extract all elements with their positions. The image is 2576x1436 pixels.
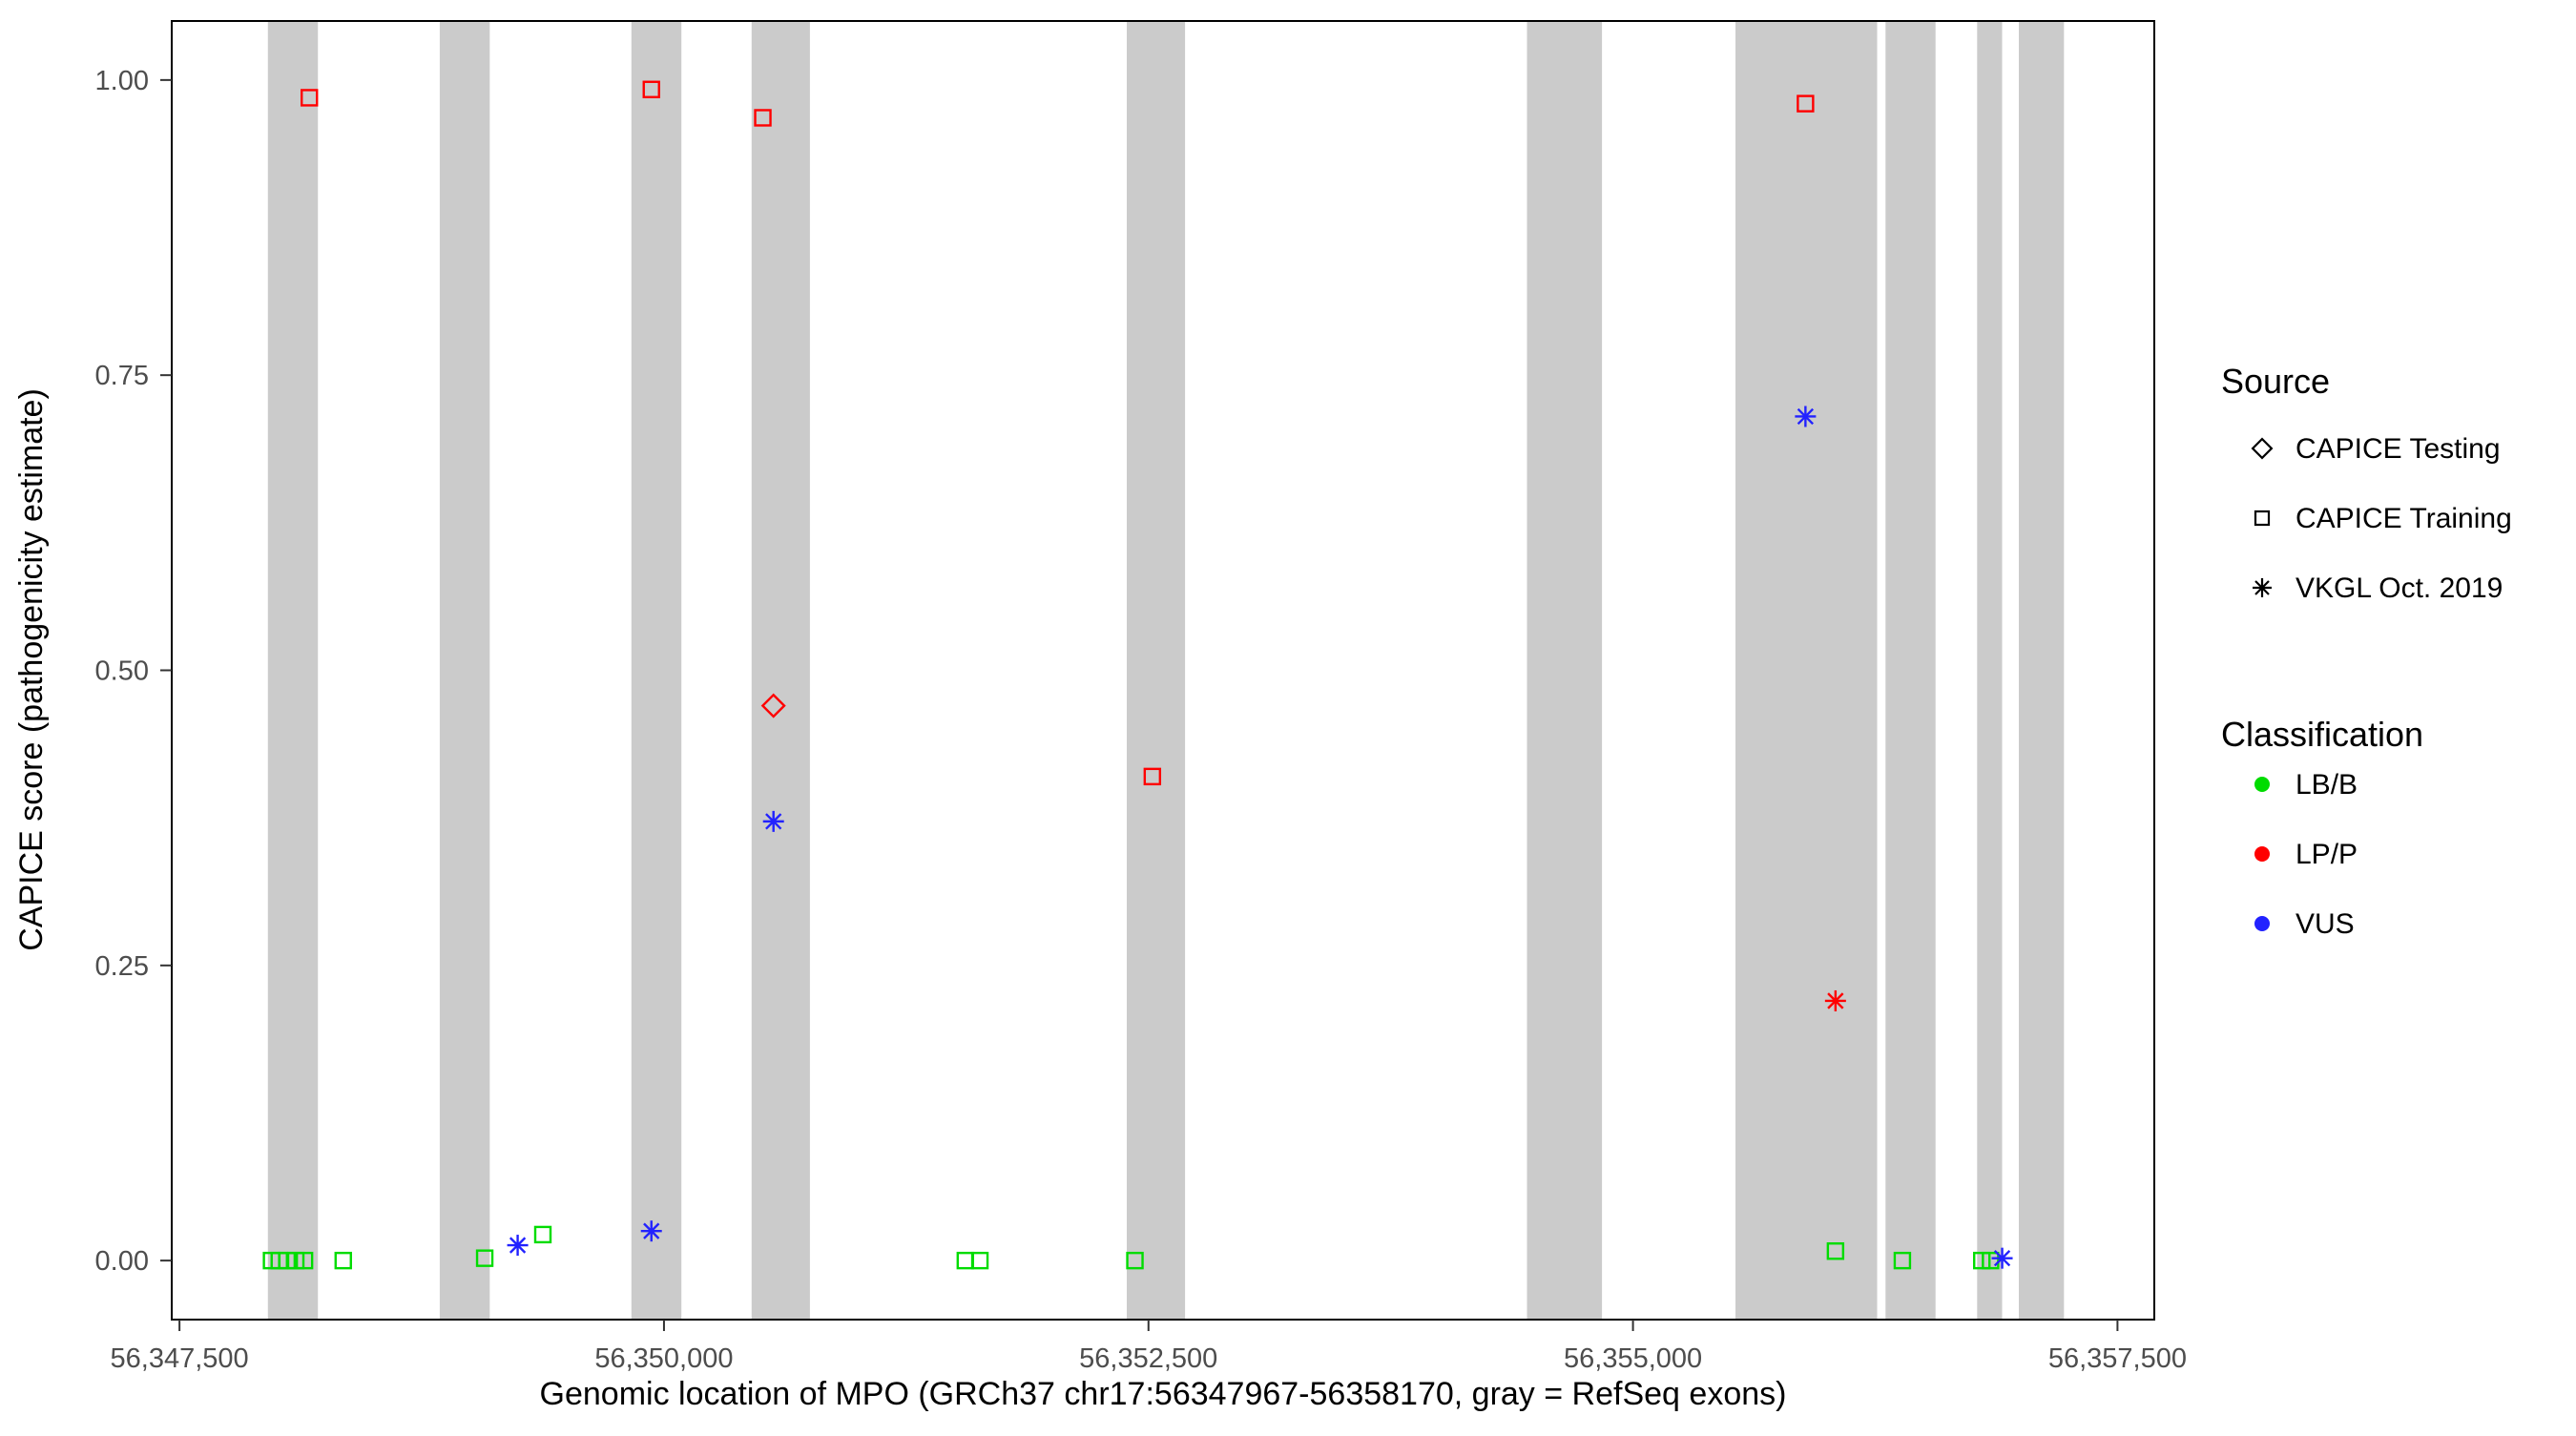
data-point-square: [1797, 94, 1815, 113]
data-point-square: [642, 80, 660, 98]
data-point-asterisk: [1991, 1247, 2013, 1269]
green-dot-icon: [2254, 777, 2270, 792]
data-point-square: [301, 89, 319, 107]
legend-item-label: VKGL Oct. 2019: [2296, 572, 2503, 604]
y-tick-label: 0.25: [95, 951, 149, 982]
x-axis-title: Genomic location of MPO (GRCh37 chr17:56…: [540, 1376, 1787, 1412]
data-point-square: [475, 1249, 494, 1267]
axis-layer: 56,347,500 56,350,000 56,352,500 56,355,000…: [95, 66, 2187, 1374]
refseq-exon-band: [1885, 21, 1936, 1320]
legend-item-lbb: LB/B: [2254, 769, 2358, 801]
data-point-square: [1826, 1242, 1845, 1260]
data-point-square: [1893, 1251, 1912, 1270]
blue-dot-icon: [2254, 916, 2270, 931]
square-icon: [2254, 510, 2271, 527]
y-tick-label: 1.00: [95, 66, 149, 96]
data-point-square: [533, 1225, 552, 1244]
x-tick-label: 56,357,500: [2048, 1343, 2187, 1374]
diamond-icon: [2251, 437, 2274, 460]
data-point-square: [334, 1251, 352, 1270]
legend-source-title: Source: [2221, 362, 2330, 401]
data-point-square: [970, 1251, 989, 1270]
legend-item-label: LB/B: [2296, 769, 2358, 801]
points-layer: [262, 80, 2013, 1270]
data-point-diamond: [760, 693, 786, 718]
legend-item-vus: VUS: [2254, 908, 2355, 940]
asterisk-icon: [2253, 578, 2272, 597]
legend-item-capice-testing: CAPICE Testing: [2251, 433, 2501, 465]
legend: Source CAPICE Testing CAPICE Training: [2221, 362, 2512, 940]
y-axis-title: CAPICE score (pathogenicity estimate): [13, 388, 50, 951]
data-point-square: [1126, 1251, 1144, 1270]
legend-item-capice-training: CAPICE Training: [2254, 503, 2512, 534]
legend-item-vkgl: VKGL Oct. 2019: [2253, 572, 2503, 604]
y-tick-label: 0.75: [95, 361, 149, 391]
refseq-exon-band: [1127, 21, 1186, 1320]
data-point-square: [754, 109, 772, 127]
data-point-asterisk: [762, 810, 784, 832]
refseq-exon-band: [2019, 21, 2065, 1320]
data-point-square: [295, 1251, 314, 1270]
x-tick-label: 56,352,500: [1079, 1343, 1217, 1374]
y-tick-label: 0.50: [95, 656, 149, 687]
refseq-exon-band: [1735, 21, 1878, 1320]
legend-item-lpp: LP/P: [2254, 839, 2358, 870]
refseq-exon-band: [267, 21, 319, 1320]
refseq-exon-band: [1527, 21, 1603, 1320]
refseq-exon-band: [1977, 21, 2003, 1320]
data-point-asterisk: [507, 1235, 529, 1257]
legend-item-label: CAPICE Training: [2296, 503, 2512, 534]
data-point-asterisk: [1824, 989, 1846, 1011]
legend-item-label: CAPICE Testing: [2296, 433, 2501, 465]
legend-classification-title: Classification: [2221, 715, 2423, 754]
refseq-exon-band: [439, 21, 490, 1320]
legend-item-label: LP/P: [2296, 839, 2358, 870]
y-tick-label: 0.00: [95, 1246, 149, 1277]
data-point-asterisk: [640, 1220, 662, 1242]
legend-item-label: VUS: [2296, 908, 2355, 940]
refseq-exon-band: [631, 21, 682, 1320]
x-tick-label: 56,355,000: [1564, 1343, 1702, 1374]
red-dot-icon: [2254, 846, 2270, 862]
data-point-square: [956, 1251, 975, 1270]
refseq-exon-band: [751, 21, 810, 1320]
data-point-asterisk: [1795, 406, 1817, 427]
data-point-square: [1982, 1251, 2000, 1270]
x-tick-label: 56,350,000: [594, 1343, 733, 1374]
exon-layer: [267, 21, 2065, 1320]
x-tick-label: 56,347,500: [111, 1343, 249, 1374]
data-point-square: [1143, 767, 1162, 786]
